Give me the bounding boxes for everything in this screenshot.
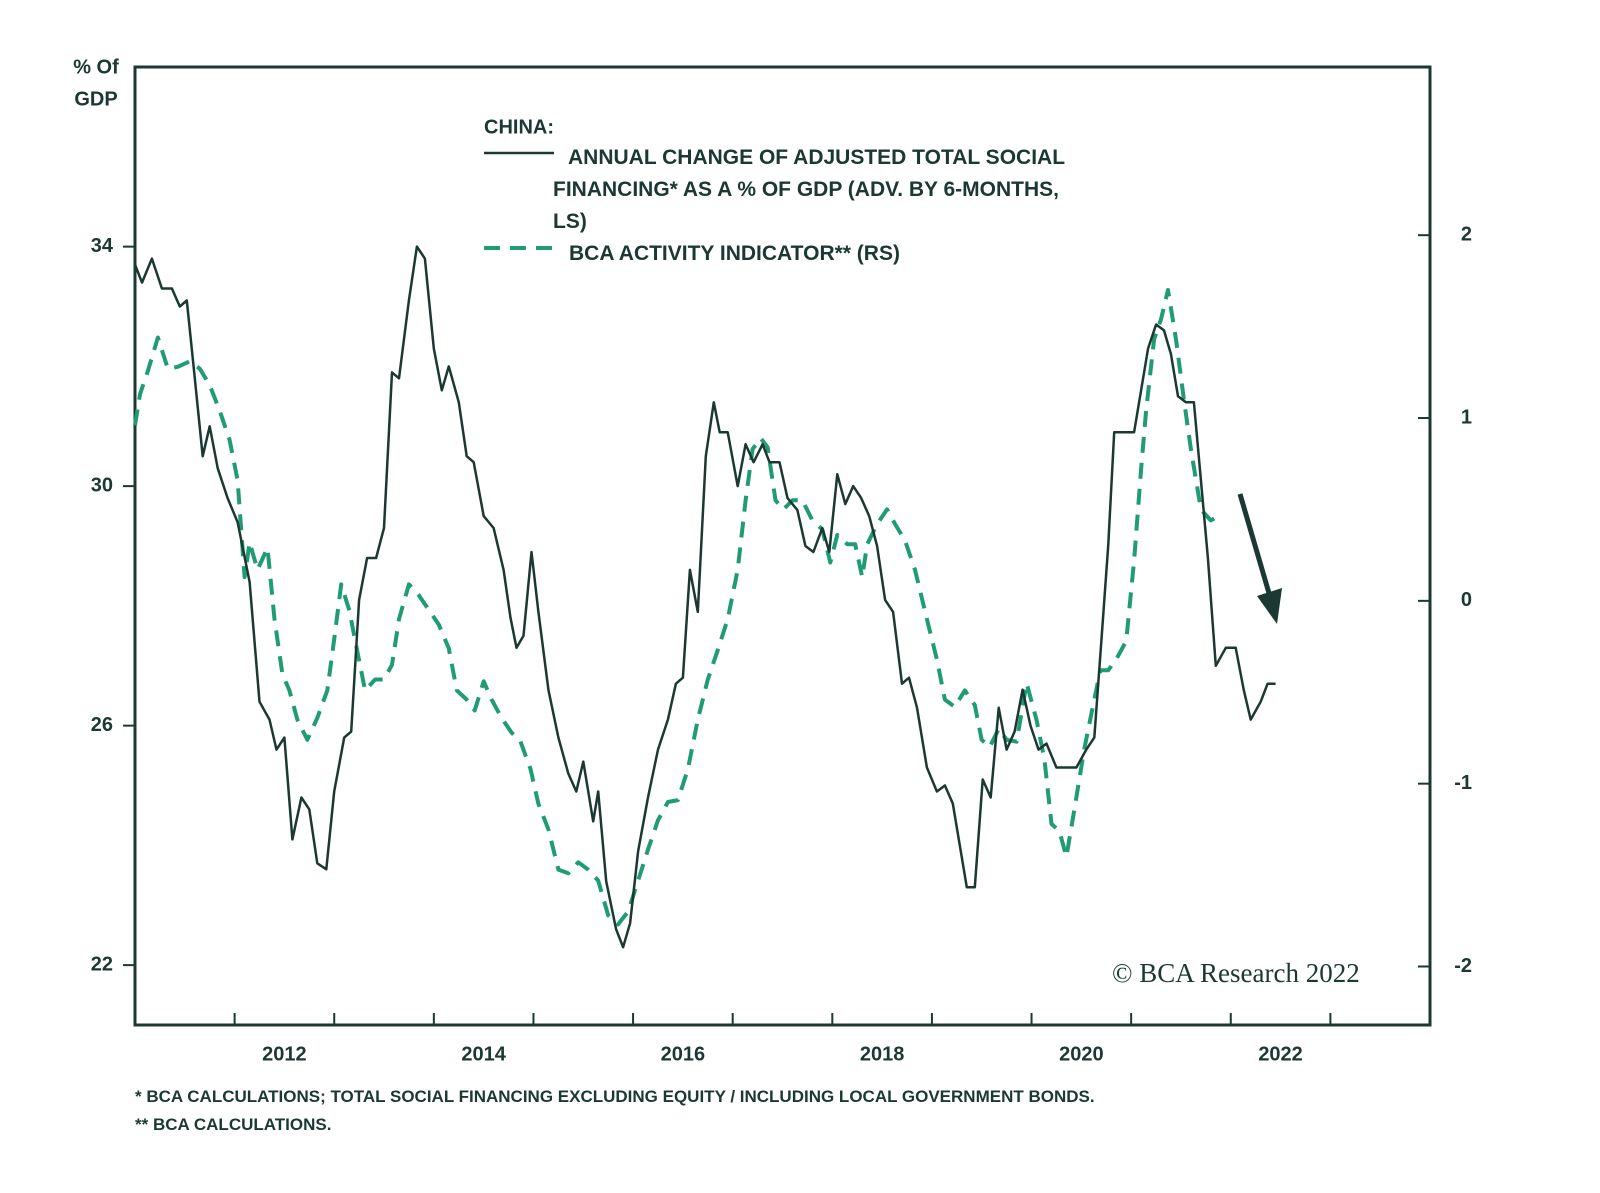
y2-tick-label: -1	[1454, 772, 1472, 794]
y-tick-label: 26	[91, 714, 113, 736]
x-tick-label: 2018	[860, 1043, 905, 1065]
source: © BCA Research 2022	[1112, 958, 1360, 988]
series-line	[133, 288, 1222, 927]
footnote: ** BCA CALCULATIONS.	[135, 1115, 332, 1134]
y2-tick-label: 1	[1461, 406, 1472, 428]
legend-title: CHINA:	[484, 116, 554, 138]
legend-label: ANNUAL CHANGE OF ADJUSTED TOTAL SOCIAL F…	[553, 146, 1065, 233]
trend-arrow	[1237, 493, 1282, 624]
y-axis-label: GDP	[74, 88, 117, 110]
x-tick-label: 2014	[461, 1043, 506, 1065]
plot-frame	[133, 65, 1432, 1027]
y-axis-label: % Of	[73, 56, 119, 78]
y-tick-label: 34	[91, 235, 114, 257]
x-tick-label: 2012	[262, 1043, 307, 1065]
legend-label: BCA ACTIVITY INDICATOR** (RS)	[569, 242, 900, 265]
y2-tick-label: 0	[1461, 589, 1472, 611]
footnote: * BCA CALCULATIONS; TOTAL SOCIAL FINANCI…	[135, 1087, 1095, 1106]
y2-tick-label: 2	[1461, 223, 1472, 245]
y-tick-label: 30	[91, 474, 113, 496]
series-line	[133, 245, 1276, 949]
y-tick-label: 22	[91, 953, 113, 975]
y2-tick-label: -2	[1454, 955, 1472, 977]
x-tick-label: 2022	[1258, 1043, 1303, 1065]
x-tick-label: 2020	[1059, 1043, 1104, 1065]
x-tick-label: 2016	[661, 1043, 706, 1065]
